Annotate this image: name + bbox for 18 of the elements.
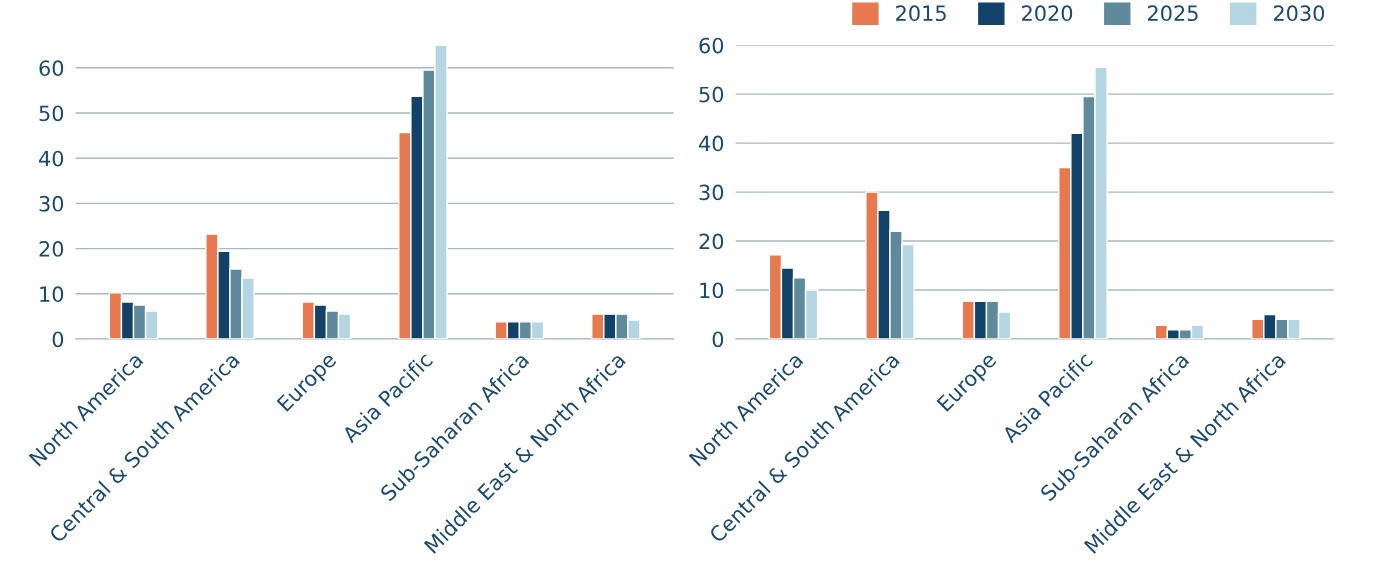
y-tick-label: 30 — [39, 195, 64, 212]
legend-label: 2025 — [1147, 5, 1198, 22]
y-tick-label: 60 — [39, 60, 64, 77]
y-tick-label: 50 — [699, 86, 724, 103]
legend-label: 2030 — [1273, 5, 1325, 22]
legend-label: 2020 — [1022, 5, 1073, 22]
y-tick-label: 60 — [699, 37, 724, 54]
y-tick-label: 10 — [700, 282, 724, 299]
y-tick-label: 0 — [712, 331, 724, 348]
y-tick-label: 20 — [39, 241, 64, 257]
y-tick-label: 50 — [39, 105, 64, 122]
y-tick-label: 40 — [39, 150, 64, 167]
y-tick-label: 20 — [699, 233, 724, 250]
y-tick-label: 10 — [40, 286, 64, 303]
y-tick-label: 0 — [52, 331, 64, 348]
y-tick-label: 40 — [699, 135, 724, 152]
y-tick-label: 30 — [699, 184, 724, 201]
legend-label: 2015 — [896, 5, 946, 22]
